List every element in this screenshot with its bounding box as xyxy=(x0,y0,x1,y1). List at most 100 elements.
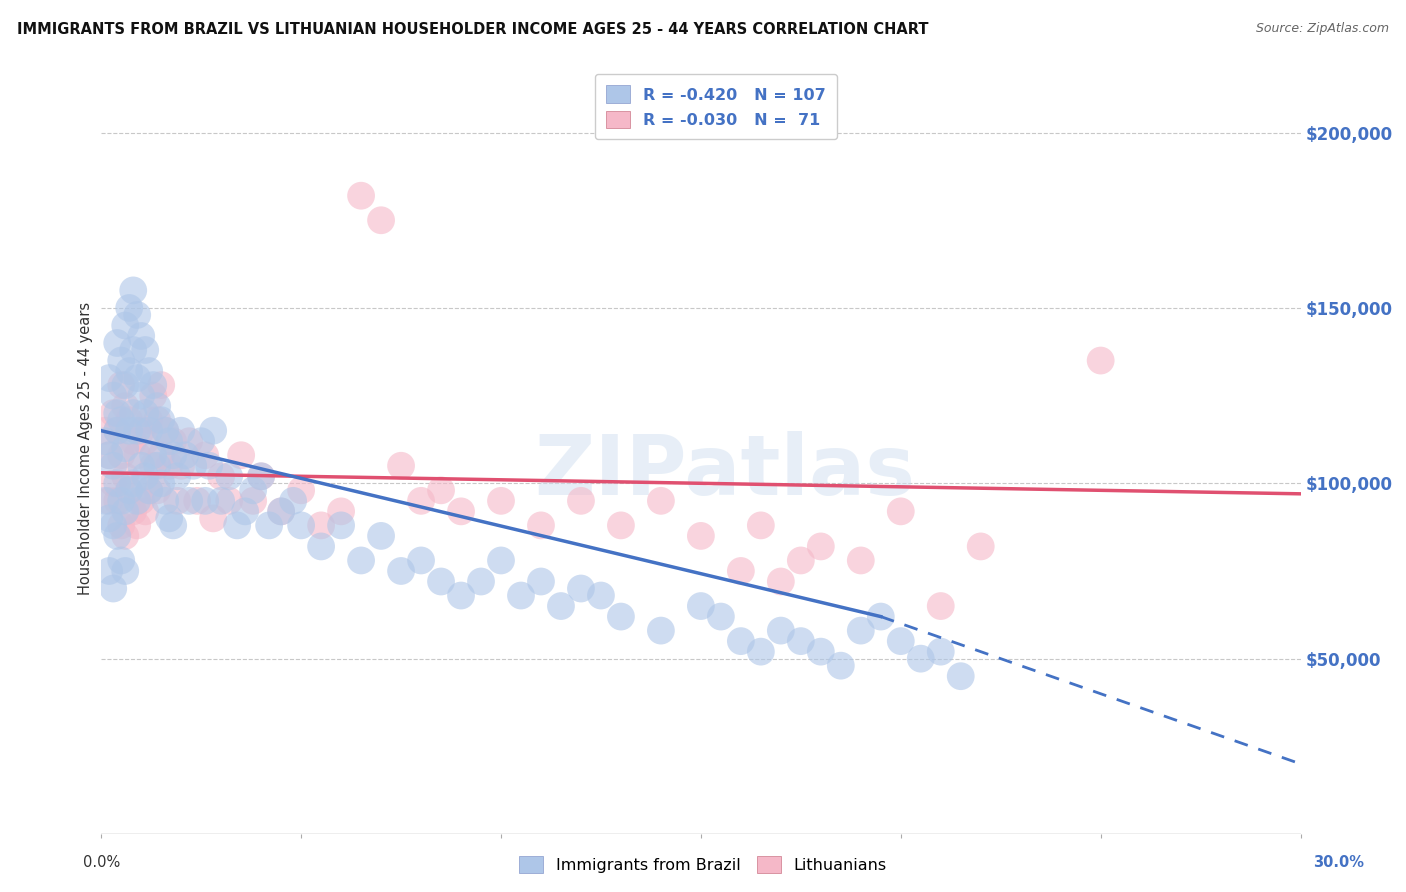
Point xyxy=(550,599,572,613)
Point xyxy=(290,518,312,533)
Point xyxy=(769,624,792,638)
Point xyxy=(231,448,253,462)
Point xyxy=(810,645,832,659)
Point xyxy=(174,448,197,462)
Point xyxy=(153,424,176,438)
Y-axis label: Householder Income Ages 25 - 44 years: Householder Income Ages 25 - 44 years xyxy=(77,301,93,595)
Point xyxy=(970,540,993,554)
Point xyxy=(890,504,912,518)
Point xyxy=(689,599,711,613)
Point xyxy=(146,458,169,473)
Point xyxy=(209,493,232,508)
Point xyxy=(569,582,592,596)
Point xyxy=(110,493,132,508)
Point xyxy=(150,476,173,491)
Point xyxy=(202,424,225,438)
Point xyxy=(194,493,217,508)
Point xyxy=(129,389,152,403)
Point xyxy=(218,493,240,508)
Point xyxy=(181,458,204,473)
Point xyxy=(122,434,145,449)
Point xyxy=(179,434,201,449)
Point xyxy=(122,504,145,518)
Point xyxy=(98,371,121,385)
Point xyxy=(190,434,212,449)
Point xyxy=(166,469,188,483)
Text: Source: ZipAtlas.com: Source: ZipAtlas.com xyxy=(1256,22,1389,36)
Point xyxy=(98,564,121,578)
Point xyxy=(430,574,453,589)
Point xyxy=(186,493,208,508)
Point xyxy=(129,458,152,473)
Point xyxy=(242,483,264,498)
Point xyxy=(146,413,169,427)
Point xyxy=(250,469,273,483)
Point xyxy=(689,529,711,543)
Point xyxy=(910,651,932,665)
Point xyxy=(110,553,132,567)
Point xyxy=(118,301,141,315)
Point xyxy=(157,434,180,449)
Point xyxy=(114,529,136,543)
Point xyxy=(409,493,432,508)
Point xyxy=(98,448,121,462)
Point xyxy=(98,493,121,508)
Point xyxy=(233,504,256,518)
Point xyxy=(409,553,432,567)
Point xyxy=(127,448,149,462)
Point xyxy=(710,609,733,624)
Point xyxy=(103,582,125,596)
Point xyxy=(129,329,152,343)
Point xyxy=(103,518,125,533)
Point xyxy=(929,645,952,659)
Text: 30.0%: 30.0% xyxy=(1313,855,1364,870)
Point xyxy=(118,483,141,498)
Point xyxy=(138,483,160,498)
Legend: R = -0.420   N = 107, R = -0.030   N =  71: R = -0.420 N = 107, R = -0.030 N = 71 xyxy=(595,74,837,139)
Point xyxy=(157,458,180,473)
Point xyxy=(350,188,373,202)
Point xyxy=(330,504,353,518)
Point xyxy=(730,634,752,648)
Point xyxy=(290,483,312,498)
Point xyxy=(309,540,332,554)
Point xyxy=(949,669,972,683)
Point xyxy=(450,589,472,603)
Point xyxy=(142,448,165,462)
Point xyxy=(138,424,160,438)
Point xyxy=(114,504,136,518)
Point xyxy=(150,448,173,462)
Point xyxy=(110,518,132,533)
Point xyxy=(153,424,176,438)
Point xyxy=(142,389,165,403)
Point xyxy=(146,483,169,498)
Point xyxy=(110,448,132,462)
Point xyxy=(150,378,173,392)
Point xyxy=(105,476,128,491)
Point xyxy=(389,564,412,578)
Point xyxy=(489,493,512,508)
Point xyxy=(105,336,128,351)
Point xyxy=(127,424,149,438)
Point xyxy=(122,343,145,357)
Point xyxy=(370,213,392,227)
Point xyxy=(250,469,273,483)
Point xyxy=(810,540,832,554)
Point xyxy=(166,493,188,508)
Point xyxy=(162,518,184,533)
Point xyxy=(650,493,672,508)
Point xyxy=(370,529,392,543)
Point xyxy=(530,518,553,533)
Point xyxy=(194,448,217,462)
Point xyxy=(790,553,813,567)
Point xyxy=(103,458,125,473)
Point xyxy=(749,518,772,533)
Point xyxy=(209,469,232,483)
Point xyxy=(105,424,128,438)
Point xyxy=(142,458,165,473)
Point xyxy=(350,553,373,567)
Point xyxy=(179,493,201,508)
Point xyxy=(103,476,125,491)
Legend: Immigrants from Brazil, Lithuanians: Immigrants from Brazil, Lithuanians xyxy=(513,849,893,880)
Point xyxy=(127,518,149,533)
